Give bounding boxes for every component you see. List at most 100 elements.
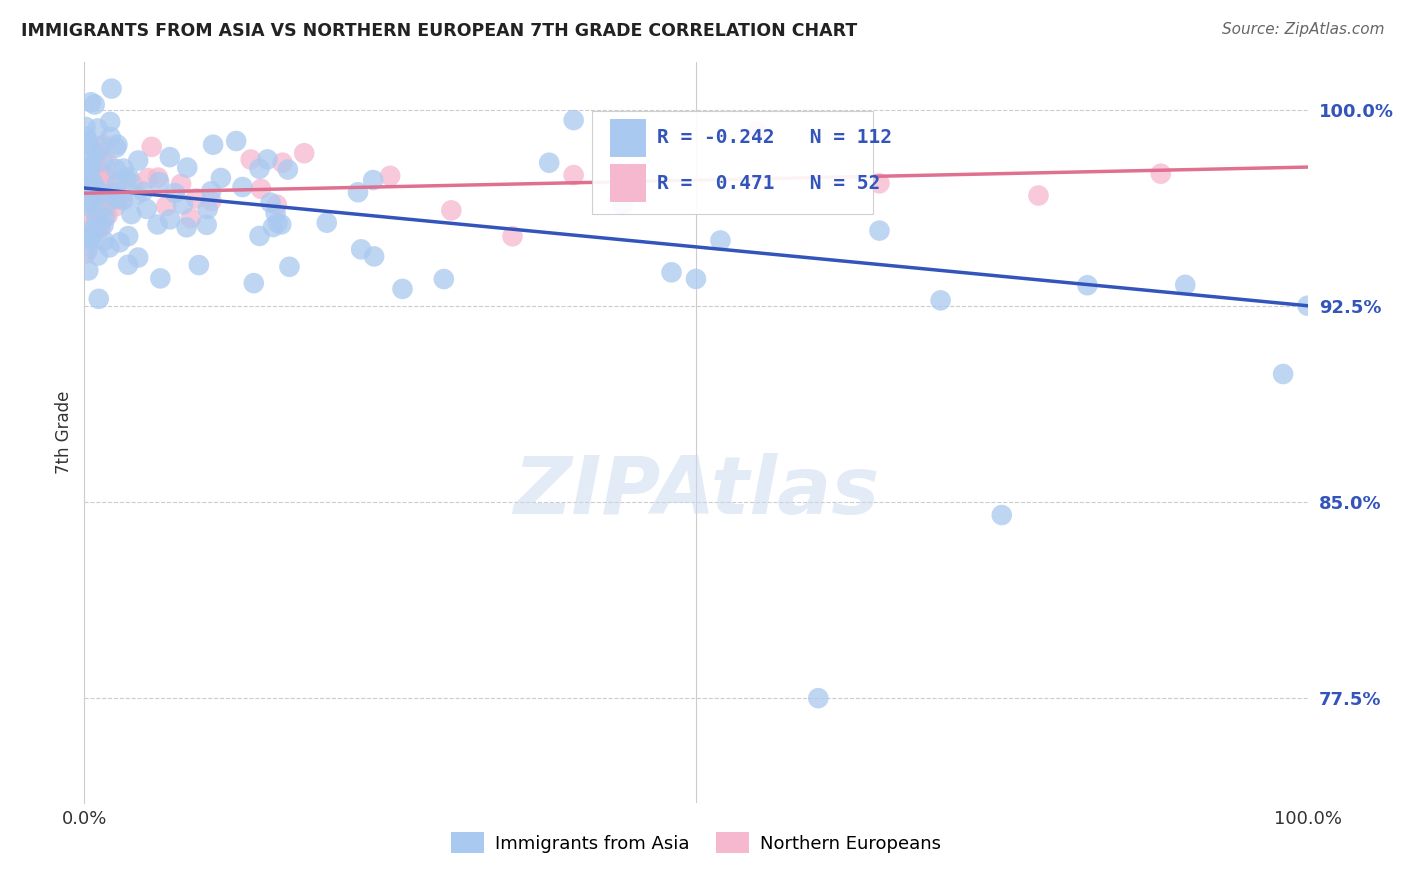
Text: ZIPAtlas: ZIPAtlas <box>513 453 879 531</box>
Point <box>127 153 149 168</box>
Point <box>869 224 891 238</box>
Point <box>100 130 122 145</box>
Point <box>231 180 253 194</box>
Point <box>433 272 456 286</box>
Point <box>75 120 97 134</box>
Point <box>259 195 281 210</box>
Point <box>79 168 101 182</box>
Point <box>612 198 634 212</box>
Point <box>76 228 98 243</box>
Point <box>146 218 169 232</box>
Point <box>135 202 157 216</box>
Point <box>75 183 97 197</box>
Point <box>991 508 1014 522</box>
Point <box>141 140 163 154</box>
Point <box>170 177 193 191</box>
Point <box>266 216 288 230</box>
Point <box>105 176 128 190</box>
Point <box>76 137 98 152</box>
Point <box>262 220 284 235</box>
Point <box>155 199 177 213</box>
Point <box>93 137 115 152</box>
Point <box>202 137 225 152</box>
Point <box>86 121 108 136</box>
Point <box>271 155 294 169</box>
Point <box>77 224 100 238</box>
Point <box>104 199 127 213</box>
Point <box>117 258 139 272</box>
Point <box>87 205 110 219</box>
Point <box>98 240 121 254</box>
Point <box>83 97 105 112</box>
Point <box>176 161 198 175</box>
Point <box>80 194 103 208</box>
Point <box>103 186 125 201</box>
Point <box>76 244 98 258</box>
Point <box>1296 299 1319 313</box>
Point <box>380 169 402 183</box>
Point <box>87 202 110 217</box>
Point <box>159 212 181 227</box>
Point <box>187 258 209 272</box>
Point <box>225 134 247 148</box>
Point <box>77 138 100 153</box>
Point <box>200 194 222 208</box>
Point <box>90 219 112 234</box>
Point <box>96 154 118 169</box>
Point <box>84 213 107 227</box>
Point <box>117 229 139 244</box>
Point <box>159 150 181 164</box>
Point <box>79 196 101 211</box>
Point <box>278 260 301 274</box>
Point <box>98 191 121 205</box>
FancyBboxPatch shape <box>610 119 645 157</box>
Point <box>76 170 98 185</box>
Point <box>76 164 98 178</box>
Point <box>75 246 97 260</box>
Point <box>270 218 292 232</box>
Point <box>685 272 707 286</box>
Point <box>132 185 155 199</box>
Text: IMMIGRANTS FROM ASIA VS NORTHERN EUROPEAN 7TH GRADE CORRELATION CHART: IMMIGRANTS FROM ASIA VS NORTHERN EUROPEA… <box>21 22 858 40</box>
Point <box>869 177 891 191</box>
Point <box>148 175 170 189</box>
Point <box>96 197 118 211</box>
Point <box>249 228 271 243</box>
Point <box>104 161 127 176</box>
Point <box>176 220 198 235</box>
Point <box>242 276 264 290</box>
Point <box>562 113 585 128</box>
Point <box>84 145 107 159</box>
Point <box>97 209 120 223</box>
Point <box>195 218 218 232</box>
Point <box>807 691 830 706</box>
Point <box>84 184 107 198</box>
Point <box>266 198 288 212</box>
Point <box>94 211 117 225</box>
Point <box>277 162 299 177</box>
Point <box>105 140 128 154</box>
Point <box>163 186 186 200</box>
Point <box>250 182 273 196</box>
Point <box>121 177 143 191</box>
Point <box>76 150 98 164</box>
Point <box>929 293 952 308</box>
Point <box>93 234 115 248</box>
Point <box>77 212 100 227</box>
Point <box>75 180 97 194</box>
Point <box>264 206 287 220</box>
Point <box>1028 188 1050 202</box>
Point <box>93 154 115 169</box>
Point <box>84 183 107 197</box>
Point <box>79 230 101 244</box>
Point <box>98 183 121 197</box>
Point <box>77 263 100 277</box>
Point <box>361 173 384 187</box>
Point <box>90 186 112 200</box>
Point <box>661 265 683 279</box>
Point <box>96 171 118 186</box>
Point <box>315 216 337 230</box>
Point <box>108 235 131 250</box>
Point <box>239 153 262 167</box>
Point <box>107 192 129 206</box>
